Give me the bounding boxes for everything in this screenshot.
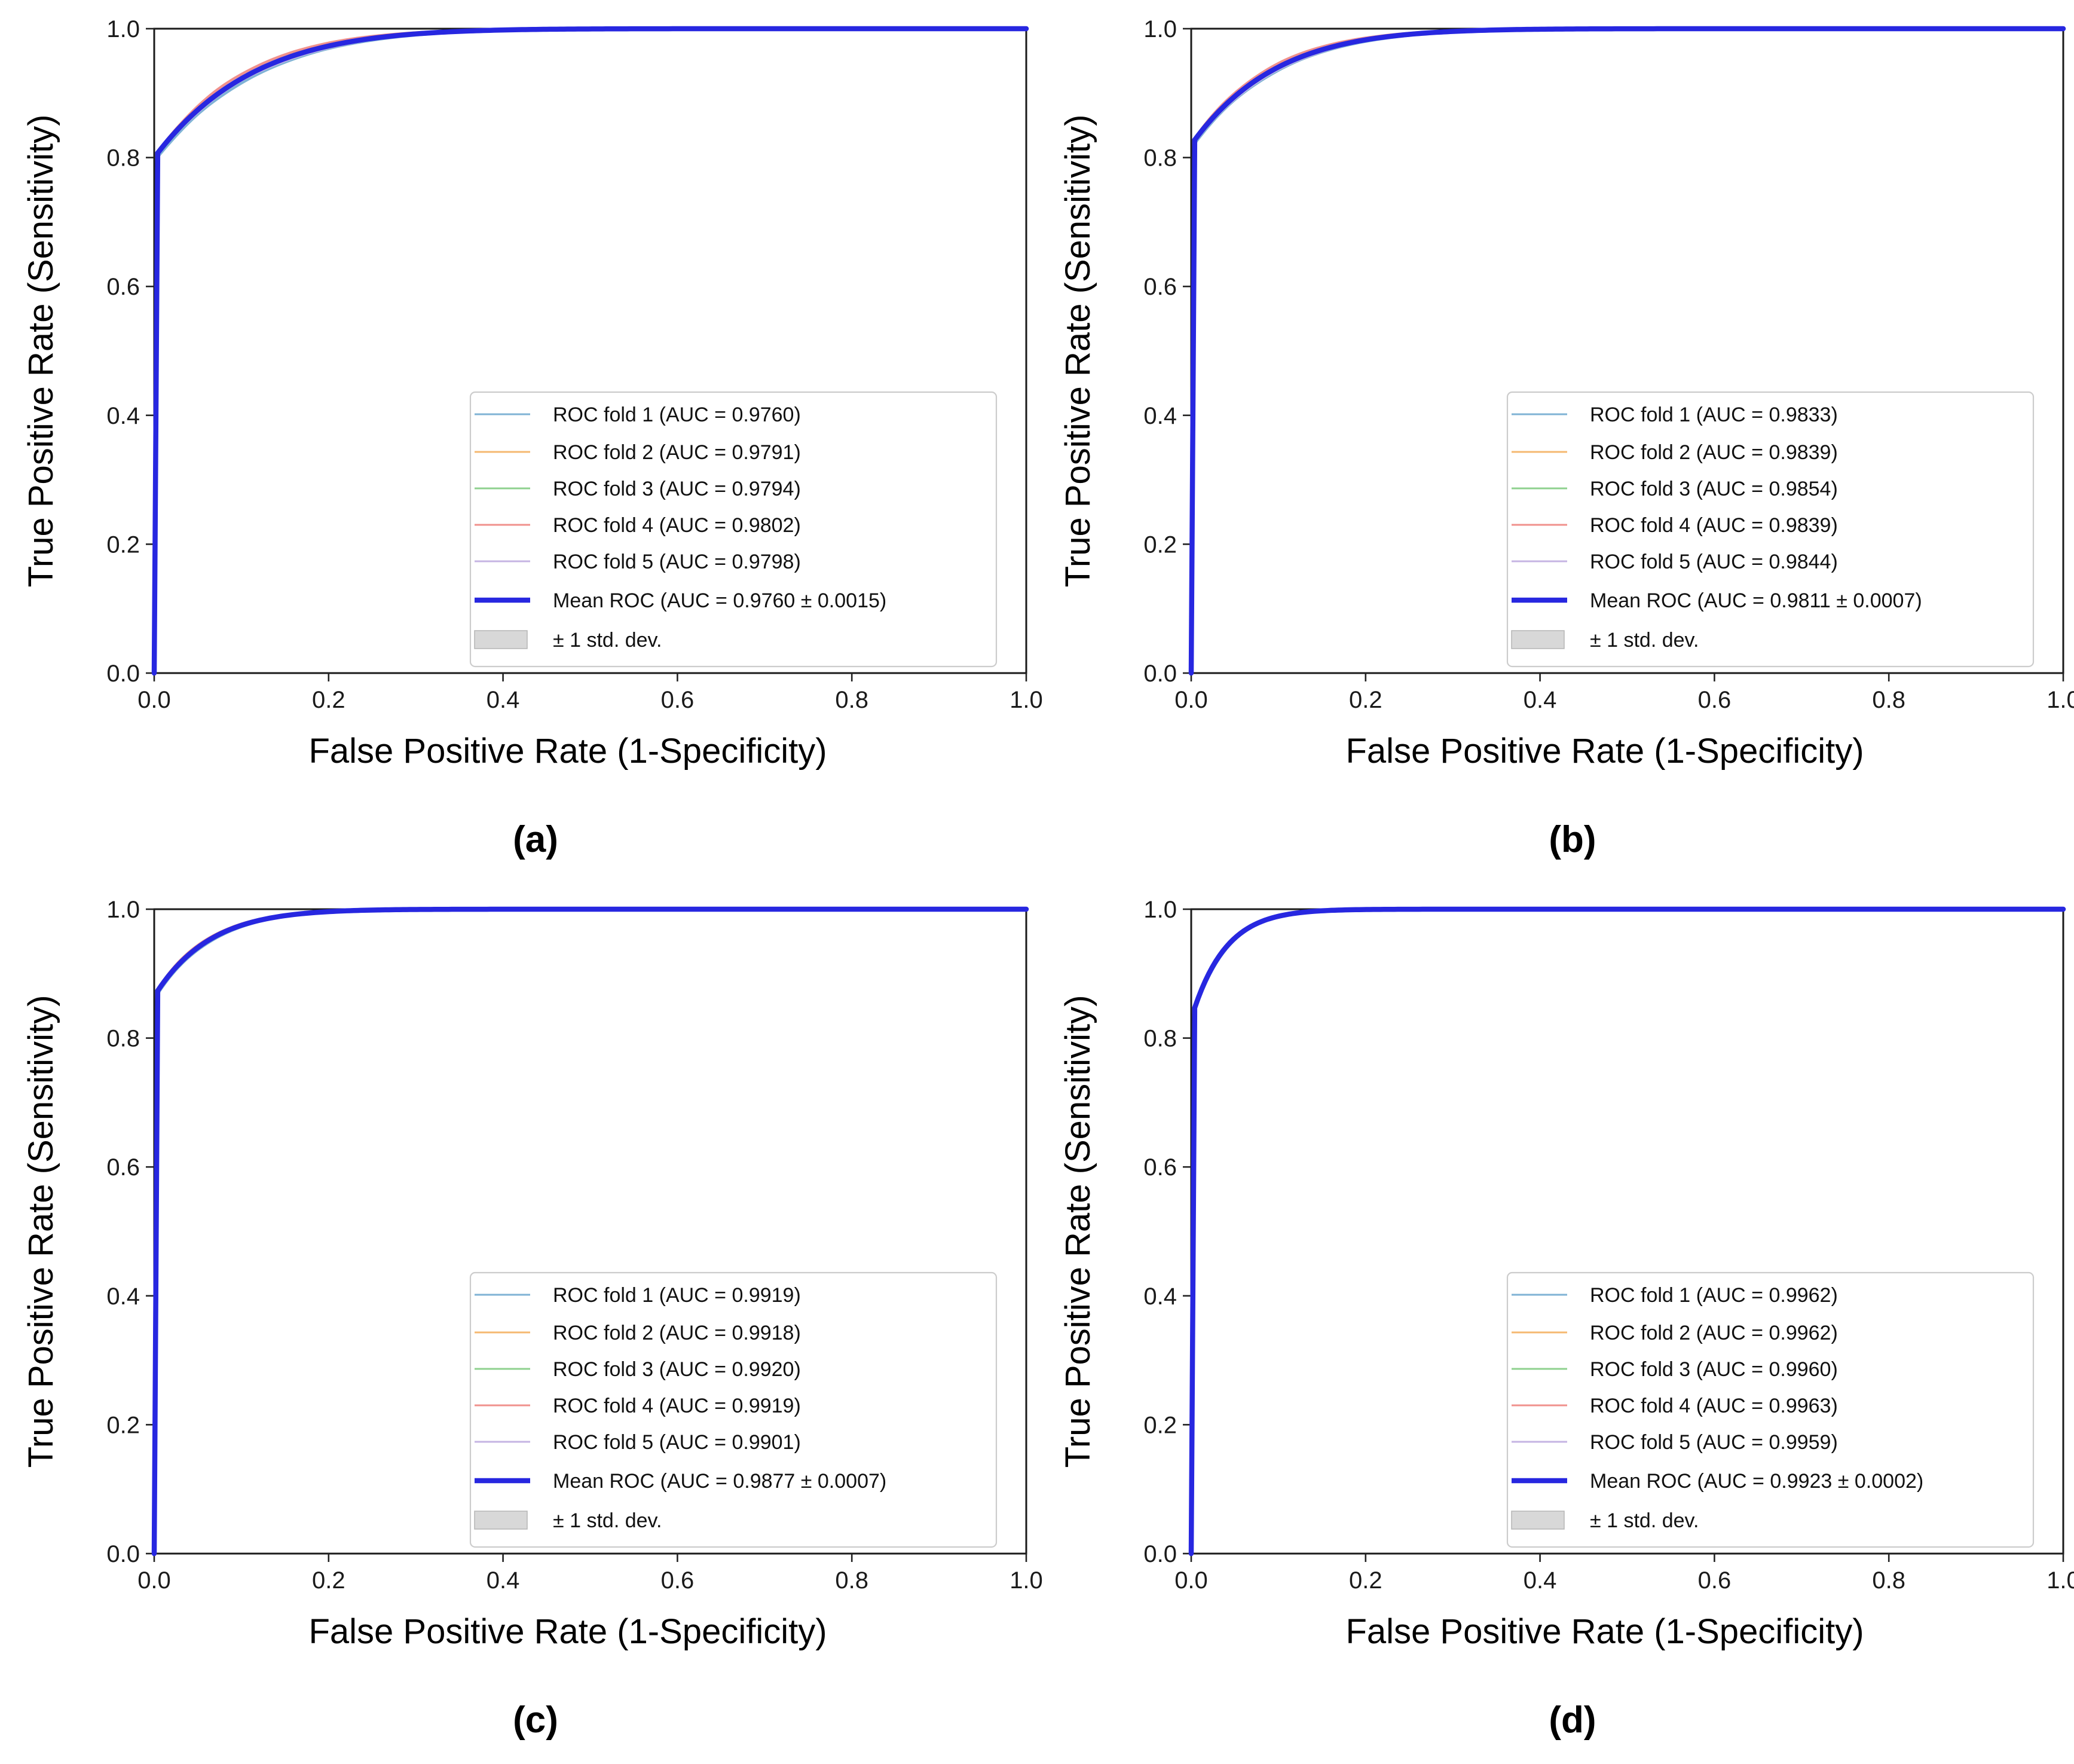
svg-text:0.6: 0.6	[106, 1154, 140, 1181]
svg-text:0.0: 0.0	[1143, 1541, 1177, 1567]
svg-text:True Positive Rate (Sensitivit: True Positive Rate (Sensitivity)	[22, 115, 60, 588]
svg-text:0.2: 0.2	[312, 687, 345, 713]
svg-text:False Positive Rate (1-Specifi: False Positive Rate (1-Specificity)	[1345, 1612, 1864, 1651]
svg-text:0.8: 0.8	[835, 687, 868, 713]
svg-text:ROC fold 1 (AUC = 0.9962): ROC fold 1 (AUC = 0.9962)	[1590, 1284, 1838, 1307]
svg-text:0.4: 0.4	[106, 1283, 140, 1310]
svg-text:Mean ROC (AUC = 0.9760 ± 0.001: Mean ROC (AUC = 0.9760 ± 0.0015)	[553, 589, 886, 612]
svg-text:0.4: 0.4	[487, 687, 520, 713]
svg-text:0.4: 0.4	[1524, 1567, 1557, 1594]
svg-text:True Positive Rate (Sensitivit: True Positive Rate (Sensitivity)	[1059, 115, 1097, 588]
svg-text:False Positive Rate (1-Specifi: False Positive Rate (1-Specificity)	[308, 1612, 827, 1651]
svg-text:0.0: 0.0	[1143, 661, 1177, 687]
svg-text:1.0: 1.0	[1010, 687, 1043, 713]
svg-text:0.0: 0.0	[106, 661, 140, 687]
svg-text:Mean ROC (AUC = 0.9877 ± 0.000: Mean ROC (AUC = 0.9877 ± 0.0007)	[553, 1470, 886, 1493]
svg-text:0.0: 0.0	[137, 1567, 171, 1594]
svg-text:ROC fold 4 (AUC = 0.9963): ROC fold 4 (AUC = 0.9963)	[1590, 1395, 1838, 1417]
svg-text:ROC fold 2 (AUC = 0.9839): ROC fold 2 (AUC = 0.9839)	[1590, 441, 1838, 464]
svg-text:0.6: 0.6	[1698, 1567, 1732, 1594]
svg-text:± 1 std. dev.: ± 1 std. dev.	[1590, 629, 1699, 652]
svg-text:ROC fold 5 (AUC = 0.9798): ROC fold 5 (AUC = 0.9798)	[553, 551, 801, 573]
svg-text:0.4: 0.4	[1524, 687, 1557, 713]
svg-text:ROC fold 3 (AUC = 0.9960): ROC fold 3 (AUC = 0.9960)	[1590, 1358, 1838, 1381]
svg-text:0.2: 0.2	[1349, 1567, 1382, 1594]
svg-text:0.0: 0.0	[1174, 687, 1208, 713]
svg-text:0.6: 0.6	[661, 687, 695, 713]
svg-text:1.0: 1.0	[2047, 687, 2074, 713]
svg-text:0.8: 0.8	[835, 1567, 868, 1594]
svg-text:ROC fold 5 (AUC = 0.9959): ROC fold 5 (AUC = 0.9959)	[1590, 1431, 1838, 1454]
svg-text:ROC fold 4 (AUC = 0.9802): ROC fold 4 (AUC = 0.9802)	[553, 514, 801, 537]
svg-text:False Positive Rate (1-Specifi: False Positive Rate (1-Specificity)	[1345, 732, 1864, 771]
svg-text:1.0: 1.0	[106, 16, 140, 42]
svg-text:(c): (c)	[513, 1699, 558, 1741]
svg-text:ROC fold 5 (AUC = 0.9901): ROC fold 5 (AUC = 0.9901)	[553, 1431, 801, 1454]
svg-text:0.0: 0.0	[1174, 1567, 1208, 1594]
svg-text:1.0: 1.0	[2047, 1567, 2074, 1594]
svg-text:False Positive Rate (1-Specifi: False Positive Rate (1-Specificity)	[308, 732, 827, 771]
svg-text:0.8: 0.8	[106, 1026, 140, 1052]
svg-text:0.0: 0.0	[106, 1541, 140, 1567]
svg-text:0.8: 0.8	[1872, 687, 1905, 713]
svg-text:ROC fold 5 (AUC = 0.9844): ROC fold 5 (AUC = 0.9844)	[1590, 551, 1838, 573]
svg-text:ROC fold 4 (AUC = 0.9839): ROC fold 4 (AUC = 0.9839)	[1590, 514, 1838, 537]
svg-text:ROC fold 1 (AUC = 0.9833): ROC fold 1 (AUC = 0.9833)	[1590, 403, 1838, 426]
svg-text:1.0: 1.0	[1010, 1567, 1043, 1594]
svg-text:0.2: 0.2	[1143, 1412, 1177, 1438]
svg-text:ROC fold 3 (AUC = 0.9854): ROC fold 3 (AUC = 0.9854)	[1590, 478, 1838, 500]
svg-text:Mean ROC (AUC = 0.9923 ± 0.000: Mean ROC (AUC = 0.9923 ± 0.0002)	[1590, 1470, 1923, 1493]
svg-text:0.8: 0.8	[106, 145, 140, 172]
svg-text:1.0: 1.0	[1143, 16, 1177, 42]
svg-text:Mean ROC (AUC = 0.9811 ± 0.000: Mean ROC (AUC = 0.9811 ± 0.0007)	[1590, 589, 1922, 612]
svg-text:ROC fold 1 (AUC = 0.9760): ROC fold 1 (AUC = 0.9760)	[553, 403, 801, 426]
svg-text:(d): (d)	[1549, 1699, 1596, 1741]
svg-text:0.4: 0.4	[487, 1567, 520, 1594]
svg-text:ROC fold 1 (AUC = 0.9919): ROC fold 1 (AUC = 0.9919)	[553, 1284, 801, 1307]
svg-text:1.0: 1.0	[106, 897, 140, 923]
svg-text:ROC fold 2 (AUC = 0.9918): ROC fold 2 (AUC = 0.9918)	[553, 1322, 801, 1344]
svg-text:0.4: 0.4	[1143, 1283, 1177, 1310]
svg-text:0.2: 0.2	[106, 1412, 140, 1438]
svg-text:± 1 std. dev.: ± 1 std. dev.	[553, 1509, 662, 1532]
svg-text:0.4: 0.4	[1143, 403, 1177, 429]
svg-text:0.2: 0.2	[1143, 531, 1177, 558]
svg-text:0.6: 0.6	[1143, 1154, 1177, 1181]
svg-text:ROC fold 3 (AUC = 0.9794): ROC fold 3 (AUC = 0.9794)	[553, 478, 801, 500]
svg-text:(b): (b)	[1549, 819, 1596, 860]
svg-text:± 1 std. dev.: ± 1 std. dev.	[1590, 1509, 1699, 1532]
svg-text:ROC fold 2 (AUC = 0.9791): ROC fold 2 (AUC = 0.9791)	[553, 441, 801, 464]
svg-text:0.2: 0.2	[312, 1567, 345, 1594]
svg-text:0.0: 0.0	[137, 687, 171, 713]
svg-text:0.8: 0.8	[1143, 145, 1177, 172]
svg-text:True Positive Rate (Sensitivit: True Positive Rate (Sensitivity)	[1059, 995, 1097, 1468]
svg-text:ROC fold 2 (AUC = 0.9962): ROC fold 2 (AUC = 0.9962)	[1590, 1322, 1838, 1344]
svg-text:0.6: 0.6	[1698, 687, 1732, 713]
svg-text:0.6: 0.6	[106, 274, 140, 300]
svg-text:0.8: 0.8	[1872, 1567, 1905, 1594]
svg-text:0.2: 0.2	[106, 531, 140, 558]
svg-text:0.4: 0.4	[106, 403, 140, 429]
svg-text:(a): (a)	[513, 819, 558, 860]
svg-text:0.6: 0.6	[1143, 274, 1177, 300]
svg-text:0.2: 0.2	[1349, 687, 1382, 713]
svg-text:0.6: 0.6	[661, 1567, 695, 1594]
svg-text:1.0: 1.0	[1143, 897, 1177, 923]
svg-text:± 1 std. dev.: ± 1 std. dev.	[553, 629, 662, 652]
svg-text:ROC fold 4 (AUC = 0.9919): ROC fold 4 (AUC = 0.9919)	[553, 1395, 801, 1417]
svg-text:0.8: 0.8	[1143, 1026, 1177, 1052]
svg-text:True Positive Rate (Sensitivit: True Positive Rate (Sensitivity)	[22, 995, 60, 1468]
svg-text:ROC fold 3 (AUC = 0.9920): ROC fold 3 (AUC = 0.9920)	[553, 1358, 801, 1381]
